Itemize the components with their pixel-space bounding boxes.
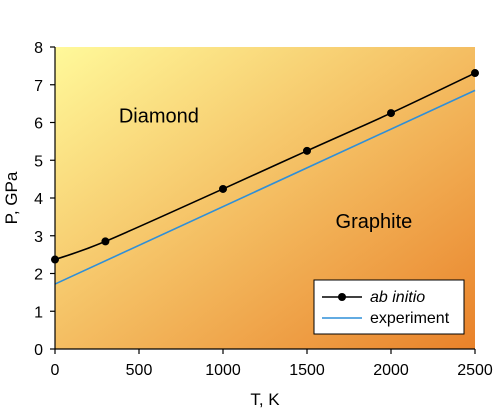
legend-label-ab-initio: ab initio [370,289,425,306]
y-tick-label-6: 6 [34,116,43,133]
series-line-experiment [54,89,476,285]
y-tick-label-2: 2 [34,267,43,284]
y-tick-label-8: 8 [34,40,43,57]
y-tick-label-0: 0 [34,342,43,359]
legend-box [313,279,465,335]
region-label-diamond: Diamond [119,106,199,128]
y-axis-ticks: 0 1 2 3 4 5 6 7 8 [34,40,55,359]
data-point-ab-initio-5 [471,69,479,78]
y-axis-title: P, GPa [2,171,21,224]
y-tick-label-4: 4 [34,191,43,208]
y-tick-label-3: 3 [34,229,43,246]
x-tick-label-3: 1500 [289,362,325,379]
x-tick-label-5: 2500 [457,362,493,379]
x-axis-ticks: 0 500 1000 1500 2000 2500 [51,349,493,379]
data-point-ab-initio-1 [101,237,110,246]
data-point-ab-initio-2 [219,184,227,193]
x-tick-label-4: 2000 [373,362,409,379]
x-axis-title: T, K [250,390,280,409]
region-labels: Diamond Graphite [119,106,412,234]
region-label-graphite: Graphite [336,211,413,233]
x-tick-label-2: 1000 [205,362,241,379]
legend-label-experiment: experiment [370,310,450,327]
y-tick-label-1: 1 [34,304,43,321]
data-point-ab-initio-4 [387,109,395,118]
x-tick-label-0: 0 [51,362,60,379]
y-tick-label-7: 7 [34,78,43,95]
legend: ab initio experiment [313,279,465,335]
data-point-ab-initio-3 [303,146,311,155]
y-tick-label-5: 5 [34,153,43,170]
x-tick-label-1: 500 [126,362,153,379]
legend-marker-ab-initio [338,293,346,301]
